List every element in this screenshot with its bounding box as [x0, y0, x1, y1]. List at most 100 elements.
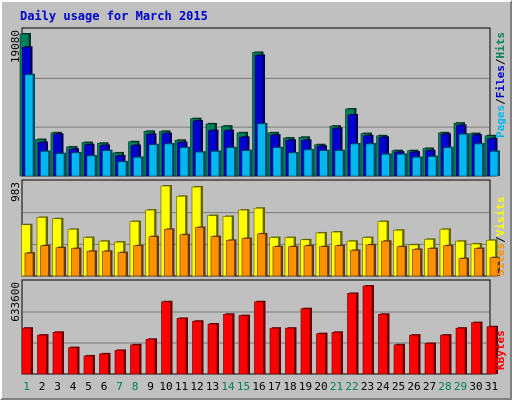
bar-pages-day-31	[489, 151, 499, 177]
bar-sites-day-20	[319, 246, 328, 277]
bar-kbytes-day-15	[238, 315, 249, 375]
bar-kbytes-day-18	[285, 327, 295, 375]
bar-kbytes-day-26	[409, 334, 419, 375]
bar-sites-day-4	[71, 248, 80, 277]
bar-kbytes-day-30	[471, 322, 481, 375]
bar-sites-day-14	[226, 239, 235, 277]
bar-pages-day-15	[241, 150, 251, 177]
day-label-3: 3	[54, 380, 61, 393]
day-label-17: 17	[268, 380, 281, 393]
bar-sites-day-28	[443, 245, 452, 277]
bar-sites-day-12	[195, 227, 204, 277]
day-label-18: 18	[283, 380, 296, 393]
bar-sites-day-2	[40, 245, 49, 277]
bar-sites-day-26	[412, 249, 421, 277]
day-label-14: 14	[221, 380, 235, 393]
bar-sites-day-25	[396, 246, 406, 277]
legend-sites-visits: Sites/Visits	[494, 197, 507, 277]
day-label-13: 13	[206, 380, 219, 393]
bar-kbytes-day-6	[99, 353, 109, 375]
legend-sites-visits-part-3: Visits	[494, 197, 507, 237]
bar-pages-day-8	[133, 157, 142, 177]
day-label-28: 28	[438, 380, 451, 393]
bar-pages-day-19	[303, 149, 313, 177]
legend-sites-visits-part-2: /	[494, 236, 507, 243]
bar-kbytes-day-4	[68, 347, 78, 375]
bar-kbytes-day-14	[223, 313, 233, 375]
bar-sites-day-13	[210, 236, 220, 277]
bar-pages-day-1	[24, 74, 34, 177]
bar-pages-day-14	[226, 147, 235, 177]
bar-sites-day-19	[303, 245, 313, 277]
day-label-29: 29	[454, 380, 467, 393]
day-label-20: 20	[314, 380, 327, 393]
bar-kbytes-day-10	[161, 301, 171, 375]
panel-hits-files-pages-max-label: 19080	[9, 30, 22, 63]
bar-sites-day-9	[148, 236, 158, 277]
bar-sites-day-29	[458, 258, 468, 277]
legend-pages-files-hits-part-3: Files	[494, 65, 507, 98]
bar-pages-day-9	[148, 144, 158, 177]
bar-kbytes-day-21	[331, 332, 342, 375]
legend-pages-files-hits: Pages/Files/Hits	[494, 32, 507, 138]
bar-kbytes-day-3	[52, 332, 63, 375]
bar-sites-day-18	[288, 246, 297, 277]
bar-pages-day-21	[334, 150, 344, 177]
legend-sites-visits-part-1: Sites	[494, 243, 507, 276]
day-label-7: 7	[116, 380, 123, 393]
chart-title: Daily usage for March 2015	[20, 9, 208, 23]
bar-sites-day-11	[179, 234, 189, 277]
bar-sites-day-5	[86, 250, 96, 277]
bar-kbytes-day-13	[207, 323, 218, 375]
day-label-31: 31	[485, 380, 498, 393]
day-label-5: 5	[85, 380, 92, 393]
day-label-6: 6	[101, 380, 108, 393]
legend-pages-files-hits-part-2: /	[494, 98, 507, 105]
day-label-11: 11	[175, 380, 188, 393]
bar-kbytes-day-9	[145, 338, 156, 375]
bar-sites-day-22	[350, 250, 359, 277]
bar-pages-day-28	[443, 147, 452, 177]
bar-pages-day-30	[474, 143, 483, 177]
bar-kbytes-day-11	[176, 318, 187, 375]
bar-kbytes-day-16	[254, 301, 264, 375]
bar-pages-day-6	[102, 150, 111, 177]
bar-sites-day-16	[257, 233, 266, 277]
bar-kbytes-day-12	[192, 320, 202, 375]
bar-sites-day-30	[474, 248, 483, 277]
bar-kbytes-day-20	[316, 333, 326, 375]
bar-pages-day-18	[288, 152, 297, 177]
day-label-16: 16	[252, 380, 265, 393]
legend-kbytes-part-1: KBytes	[494, 330, 507, 370]
bar-sites-day-1	[24, 252, 34, 277]
legend-pages-files-hits-part-1: Pages	[494, 105, 507, 138]
legend-pages-files-hits-part-4: /	[494, 58, 507, 65]
day-label-4: 4	[70, 380, 77, 393]
bar-sites-day-24	[381, 240, 390, 277]
day-label-15: 15	[237, 380, 250, 393]
bar-pages-day-10	[164, 143, 173, 177]
bar-pages-day-2	[40, 151, 49, 177]
bar-kbytes-day-8	[130, 344, 140, 375]
bar-kbytes-day-25	[393, 344, 404, 375]
bar-pages-day-3	[55, 153, 65, 177]
day-label-24: 24	[376, 380, 390, 393]
bar-sites-day-21	[334, 245, 344, 277]
day-label-2: 2	[39, 380, 46, 393]
day-label-23: 23	[361, 380, 374, 393]
bar-kbytes-day-27	[424, 343, 435, 375]
bar-pages-day-29	[458, 134, 468, 177]
day-label-10: 10	[159, 380, 172, 393]
day-label-12: 12	[190, 380, 203, 393]
bar-pages-day-23	[365, 143, 375, 177]
legend-pages-files-hits-part-5: Hits	[494, 32, 507, 59]
bar-pages-day-13	[210, 151, 220, 177]
bar-pages-day-25	[396, 154, 406, 177]
bar-pages-day-4	[71, 152, 80, 177]
bar-sites-day-8	[133, 245, 142, 277]
panel-kbytes-max-label: 633600	[9, 282, 22, 322]
bar-sites-day-15	[241, 238, 251, 277]
bar-pages-day-27	[427, 156, 437, 177]
